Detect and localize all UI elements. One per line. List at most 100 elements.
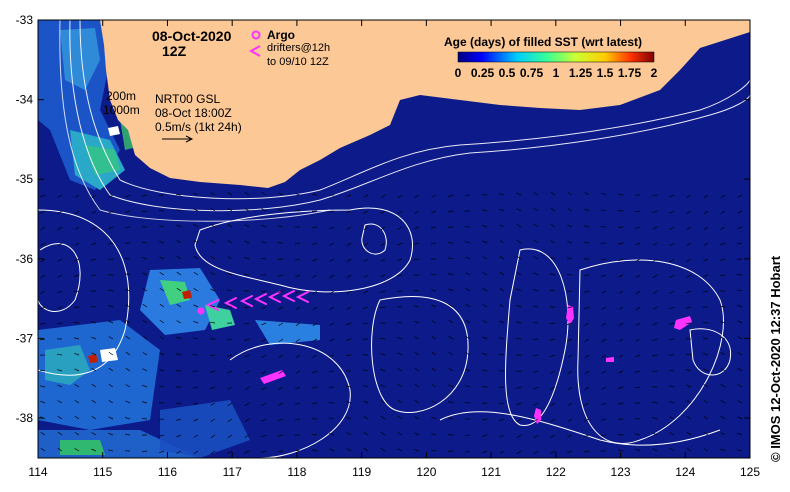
date-title: 08-Oct-2020 xyxy=(152,28,232,44)
current-arrow xyxy=(295,306,301,310)
current-arrow xyxy=(91,399,97,404)
current-arrow xyxy=(142,288,148,292)
current-arrow xyxy=(720,210,726,214)
product-line2: 08-Oct 18:00Z xyxy=(155,106,232,120)
current-arrow xyxy=(74,399,80,404)
current-arrow xyxy=(193,434,199,438)
current-arrow xyxy=(635,210,641,213)
current-arrow xyxy=(635,417,641,420)
current-arrow xyxy=(346,416,352,420)
current-arrow xyxy=(346,226,352,230)
current-arrow xyxy=(431,367,437,372)
current-arrow xyxy=(720,242,726,246)
current-arrow xyxy=(448,304,454,308)
current-arrow xyxy=(720,352,726,356)
current-arrow xyxy=(40,447,46,452)
ssh-contours xyxy=(38,207,732,458)
current-arrow xyxy=(499,353,505,356)
current-arrow xyxy=(210,223,216,228)
current-arrow xyxy=(244,338,250,342)
current-arrow xyxy=(57,274,63,278)
current-arrow xyxy=(448,368,454,372)
current-arrow xyxy=(312,386,318,389)
current-arrow xyxy=(91,274,97,277)
current-arrow xyxy=(482,209,488,212)
current-arrow xyxy=(346,322,352,326)
current-arrow xyxy=(227,402,233,406)
current-arrow xyxy=(278,209,284,212)
current-arrow xyxy=(669,400,675,404)
current-arrow xyxy=(414,449,420,452)
current-arrow xyxy=(380,415,386,420)
current-arrow xyxy=(210,370,216,373)
current-arrow xyxy=(210,192,216,196)
current-arrow xyxy=(567,386,573,391)
current-arrow xyxy=(669,226,675,230)
current-arrow xyxy=(584,354,590,359)
current-arrow xyxy=(227,191,233,196)
current-arrow xyxy=(703,242,709,246)
current-arrow xyxy=(737,226,743,230)
current-arrow xyxy=(652,274,658,279)
current-arrow xyxy=(448,401,454,404)
current-arrow xyxy=(516,386,522,389)
current-arrow xyxy=(329,322,335,326)
current-arrow xyxy=(686,447,692,452)
current-arrow xyxy=(227,338,233,341)
current-arrow xyxy=(720,399,726,404)
x-tick-label: 118 xyxy=(287,465,306,479)
current-arrow xyxy=(397,321,403,324)
current-arrow xyxy=(91,416,97,420)
current-arrow xyxy=(720,336,726,340)
current-arrow xyxy=(533,434,539,439)
current-arrow xyxy=(669,416,675,420)
current-arrow xyxy=(227,289,233,292)
current-arrow xyxy=(261,434,267,438)
current-arrow xyxy=(533,402,539,406)
current-arrow xyxy=(431,351,437,356)
current-arrow xyxy=(720,368,726,372)
x-tick-label: 114 xyxy=(28,465,47,479)
current-arrow xyxy=(159,256,165,260)
current-arrow xyxy=(516,239,522,244)
current-arrow xyxy=(278,354,284,359)
current-arrow xyxy=(414,226,420,230)
current-arrow xyxy=(363,258,369,263)
current-arrow xyxy=(57,194,63,198)
current-arrow xyxy=(601,402,607,406)
x-tick-label: 116 xyxy=(158,465,177,479)
current-arrow xyxy=(720,305,726,308)
current-arrow xyxy=(465,256,471,260)
current-arrow xyxy=(720,432,726,436)
current-arrow xyxy=(737,305,743,308)
current-arrow xyxy=(91,242,97,246)
current-arrow xyxy=(431,289,437,292)
current-arrow xyxy=(57,369,63,372)
current-arrow xyxy=(57,384,63,388)
current-arrow xyxy=(261,192,267,196)
legend-tick-label: 2 xyxy=(651,66,658,80)
current-arrow xyxy=(295,193,301,196)
current-arrow xyxy=(584,402,590,406)
current-arrow xyxy=(499,434,505,438)
current-arrow xyxy=(550,322,556,325)
current-arrow xyxy=(414,320,420,324)
current-arrow xyxy=(227,370,233,374)
y-tick-label: -38 xyxy=(16,411,34,425)
current-arrow xyxy=(686,258,692,262)
current-arrow xyxy=(244,240,250,244)
current-arrow xyxy=(567,257,573,260)
current-arrow xyxy=(465,288,471,292)
current-arrow xyxy=(125,320,131,324)
legend-tick-label: 1 xyxy=(553,66,560,80)
current-arrow xyxy=(414,416,420,420)
current-arrow xyxy=(584,418,590,422)
current-arrow xyxy=(669,385,675,388)
current-arrow xyxy=(516,192,522,196)
legend-tick-label: 1.5 xyxy=(597,66,614,80)
current-arrow xyxy=(176,353,182,356)
current-arrow xyxy=(686,194,692,198)
current-arrow xyxy=(193,304,199,308)
current-arrow xyxy=(346,432,352,436)
current-arrow xyxy=(618,354,624,358)
